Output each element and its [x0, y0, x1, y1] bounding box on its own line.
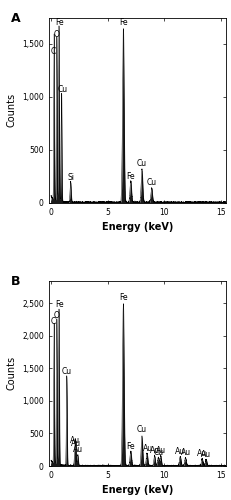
Text: O: O: [54, 310, 60, 320]
Y-axis label: Counts: Counts: [6, 93, 16, 127]
Text: Cu: Cu: [136, 425, 146, 434]
Text: Au: Au: [70, 436, 80, 444]
Text: Au: Au: [73, 446, 83, 454]
Text: Au: Au: [71, 439, 81, 448]
Text: C: C: [50, 317, 56, 326]
Text: Au: Au: [196, 449, 207, 458]
Text: Au: Au: [180, 448, 190, 457]
Text: O: O: [54, 30, 60, 39]
X-axis label: Energy (keV): Energy (keV): [101, 222, 172, 232]
Text: Cu: Cu: [146, 178, 156, 187]
Text: A: A: [11, 12, 20, 25]
Text: C: C: [50, 46, 56, 56]
Y-axis label: Counts: Counts: [6, 356, 16, 390]
X-axis label: Energy (keV): Energy (keV): [101, 486, 172, 496]
Text: Cu: Cu: [136, 159, 146, 168]
Text: Fe: Fe: [55, 18, 64, 26]
Text: Au: Au: [174, 446, 185, 456]
Text: Cu: Cu: [61, 366, 72, 376]
Text: Cu: Cu: [153, 448, 163, 456]
Text: Si: Si: [67, 172, 74, 182]
Text: Fe: Fe: [119, 18, 127, 27]
Text: Au: Au: [149, 446, 159, 455]
Text: Au: Au: [200, 450, 210, 459]
Text: Au: Au: [155, 446, 165, 456]
Text: Cu: Cu: [57, 86, 67, 94]
Text: B: B: [11, 275, 20, 288]
Text: Fe: Fe: [55, 300, 64, 310]
Text: Fe: Fe: [119, 293, 127, 302]
Text: Au: Au: [142, 444, 152, 452]
Text: Fe: Fe: [126, 442, 134, 450]
Text: Fe: Fe: [126, 172, 134, 180]
